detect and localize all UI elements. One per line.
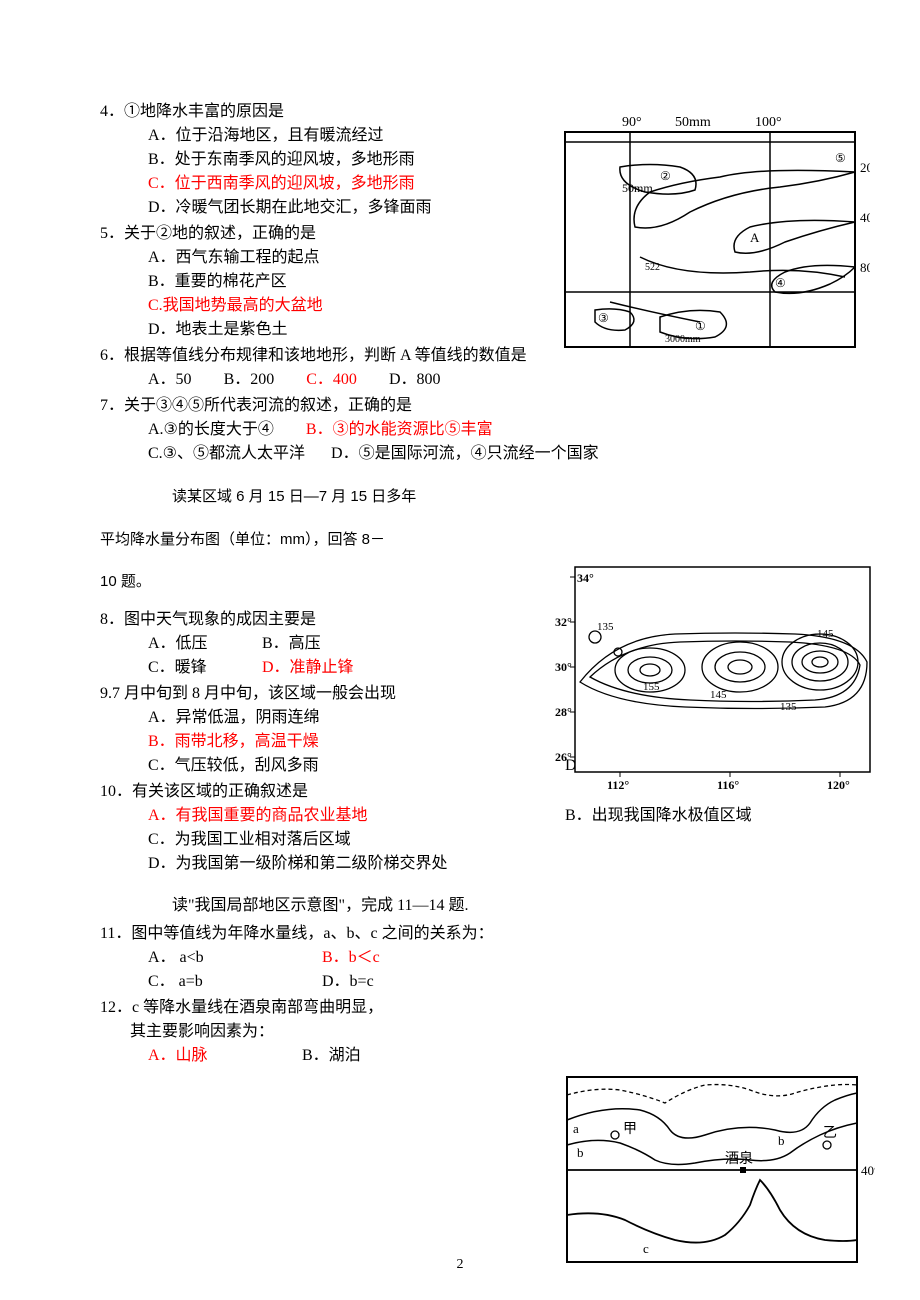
section2-line2: 平均降水量分布图（单位：mm），回答 8－ xyxy=(100,529,845,552)
question-11: 11．图中等值线为年降水量线，a、b、c 之间的关系为： A． a<b B．b＜… xyxy=(100,922,845,994)
svg-text:120°: 120° xyxy=(827,778,850,792)
svg-text:200mm: 200mm xyxy=(860,160,870,175)
question-12: 12．c 等降水量线在酒泉南部弯曲明显， 其主要影响因素为： A．山脉 B．湖泊 xyxy=(100,996,845,1068)
svg-text:30°: 30° xyxy=(555,660,572,674)
svg-text:甲: 甲 xyxy=(623,1122,637,1137)
q10-opt-a: A．有我国重要的商品农业基地 xyxy=(100,804,368,828)
svg-text:A: A xyxy=(750,230,760,245)
question-10: 10．有关该区域的正确叙述是 A．有我国重要的商品农业基地 B．出现我国降水极值… xyxy=(100,780,845,876)
svg-text:155: 155 xyxy=(643,681,660,693)
svg-text:32°: 32° xyxy=(555,615,572,629)
svg-text:100°: 100° xyxy=(755,115,782,130)
map2-svg: 34° 32° 30° 28° 26° 112° 116° 120° 135 1… xyxy=(555,562,875,792)
q8-opt-a: A．低压 xyxy=(148,632,258,656)
q12-opt-b: B．湖泊 xyxy=(302,1047,361,1064)
q12-stem: 12．c 等降水量线在酒泉南部弯曲明显， xyxy=(100,996,845,1020)
svg-text:a: a xyxy=(573,1121,579,1136)
svg-text:522: 522 xyxy=(645,262,660,273)
q7-row1: A.③的长度大于④ B．③的水能资源比⑤丰富 xyxy=(100,418,845,442)
svg-text:酒泉: 酒泉 xyxy=(725,1150,753,1167)
q8-opt-b: B．高压 xyxy=(262,635,321,652)
svg-text:b: b xyxy=(577,1145,584,1160)
q8-opt-c: C．暖锋 xyxy=(148,656,258,680)
q7-opt-a: A.③的长度大于④ xyxy=(148,421,274,438)
q10-opt-b: B．出现我国降水极值区域 xyxy=(565,804,845,828)
map1-figure: 90° 50mm 100° 40° 30° 200mm 400mm 800mm … xyxy=(560,112,870,362)
q7-stem: 7．关于③④⑤所代表河流的叙述，正确的是 xyxy=(100,394,845,418)
svg-text:3000mm: 3000mm xyxy=(665,334,701,345)
svg-text:135: 135 xyxy=(780,701,797,713)
q11-opt-c: C． a=b xyxy=(148,970,318,994)
q8-opt-d: D．准静止锋 xyxy=(262,659,354,676)
q11-opt-a: A． a<b xyxy=(148,946,318,970)
svg-text:90°: 90° xyxy=(622,115,642,130)
section3-intro: 读"我国局部地区示意图"，完成 11—14 题. xyxy=(100,894,845,918)
q7-opt-d: D．⑤是国际河流，④只流经一个国家 xyxy=(331,445,599,462)
q6-opt-a: A．50 xyxy=(148,371,192,388)
q7-opt-b: B．③的水能资源比⑤丰富 xyxy=(306,421,493,438)
q10-opt-c: C．为我国工业相对落后区域 xyxy=(100,828,845,852)
q7-opt-c: C.③、⑤都流人太平洋 xyxy=(148,445,305,462)
svg-text:40°: 40° xyxy=(861,1163,875,1178)
map2-figure: 34° 32° 30° 28° 26° 112° 116° 120° 135 1… xyxy=(555,562,875,792)
svg-text:145: 145 xyxy=(817,628,834,640)
q12-row1: A．山脉 B．湖泊 xyxy=(100,1044,845,1068)
q12-stem2: 其主要影响因素为： xyxy=(100,1020,845,1044)
question-7: 7．关于③④⑤所代表河流的叙述，正确的是 A.③的长度大于④ B．③的水能资源比… xyxy=(100,394,845,466)
svg-text:②: ② xyxy=(660,169,671,183)
section2-line1: 读某区域 6 月 15 日—7 月 15 日多年 xyxy=(100,486,845,509)
q11-stem: 11．图中等值线为年降水量线，a、b、c 之间的关系为： xyxy=(100,922,845,946)
svg-text:112°: 112° xyxy=(607,778,629,792)
q6-opt-b: B．200 xyxy=(224,371,275,388)
svg-text:c: c xyxy=(643,1241,649,1256)
svg-text:b: b xyxy=(778,1133,785,1148)
q11-row2: C． a=b D．b=c xyxy=(100,970,845,994)
map3-figure: 40° a b b c 甲 酒泉 乙 xyxy=(565,1075,875,1265)
q11-opt-b: B．b＜c xyxy=(322,949,380,966)
q9-opt-c: C．气压较低，刮风多雨 xyxy=(100,754,319,778)
q6-options: A．50 B．200 C．400 D．800 xyxy=(100,368,845,392)
q10-opt-d: D．为我国第一级阶梯和第二级阶梯交界处 xyxy=(100,852,845,876)
svg-text:26°: 26° xyxy=(555,750,572,764)
svg-text:145: 145 xyxy=(710,689,727,701)
q11-opt-d: D．b=c xyxy=(322,973,374,990)
q11-row1: A． a<b B．b＜c xyxy=(100,946,845,970)
svg-text:50mm: 50mm xyxy=(622,181,653,195)
q12-opt-a: A．山脉 xyxy=(148,1044,298,1068)
svg-text:⑤: ⑤ xyxy=(835,151,846,165)
svg-text:400mm: 400mm xyxy=(860,210,870,225)
q6-opt-c: C．400 xyxy=(306,371,357,388)
svg-text:34°: 34° xyxy=(577,571,594,585)
q6-opt-d: D．800 xyxy=(389,371,441,388)
svg-text:116°: 116° xyxy=(717,778,739,792)
map3-svg: 40° a b b c 甲 酒泉 乙 xyxy=(565,1075,875,1265)
svg-text:④: ④ xyxy=(775,276,786,290)
svg-text:28°: 28° xyxy=(555,705,572,719)
svg-text:50mm: 50mm xyxy=(675,115,711,130)
svg-text:③: ③ xyxy=(598,311,609,325)
page-number: 2 xyxy=(457,1254,464,1275)
svg-text:800mm: 800mm xyxy=(860,260,870,275)
q10-row1: A．有我国重要的商品农业基地 B．出现我国降水极值区域 xyxy=(100,804,845,828)
svg-text:135: 135 xyxy=(597,621,614,633)
svg-text:①: ① xyxy=(695,319,706,333)
map1-svg: 90° 50mm 100° 40° 30° 200mm 400mm 800mm … xyxy=(560,112,870,362)
q7-row2: C.③、⑤都流人太平洋 D．⑤是国际河流，④只流经一个国家 xyxy=(100,442,845,466)
svg-text:乙: 乙 xyxy=(823,1125,837,1141)
